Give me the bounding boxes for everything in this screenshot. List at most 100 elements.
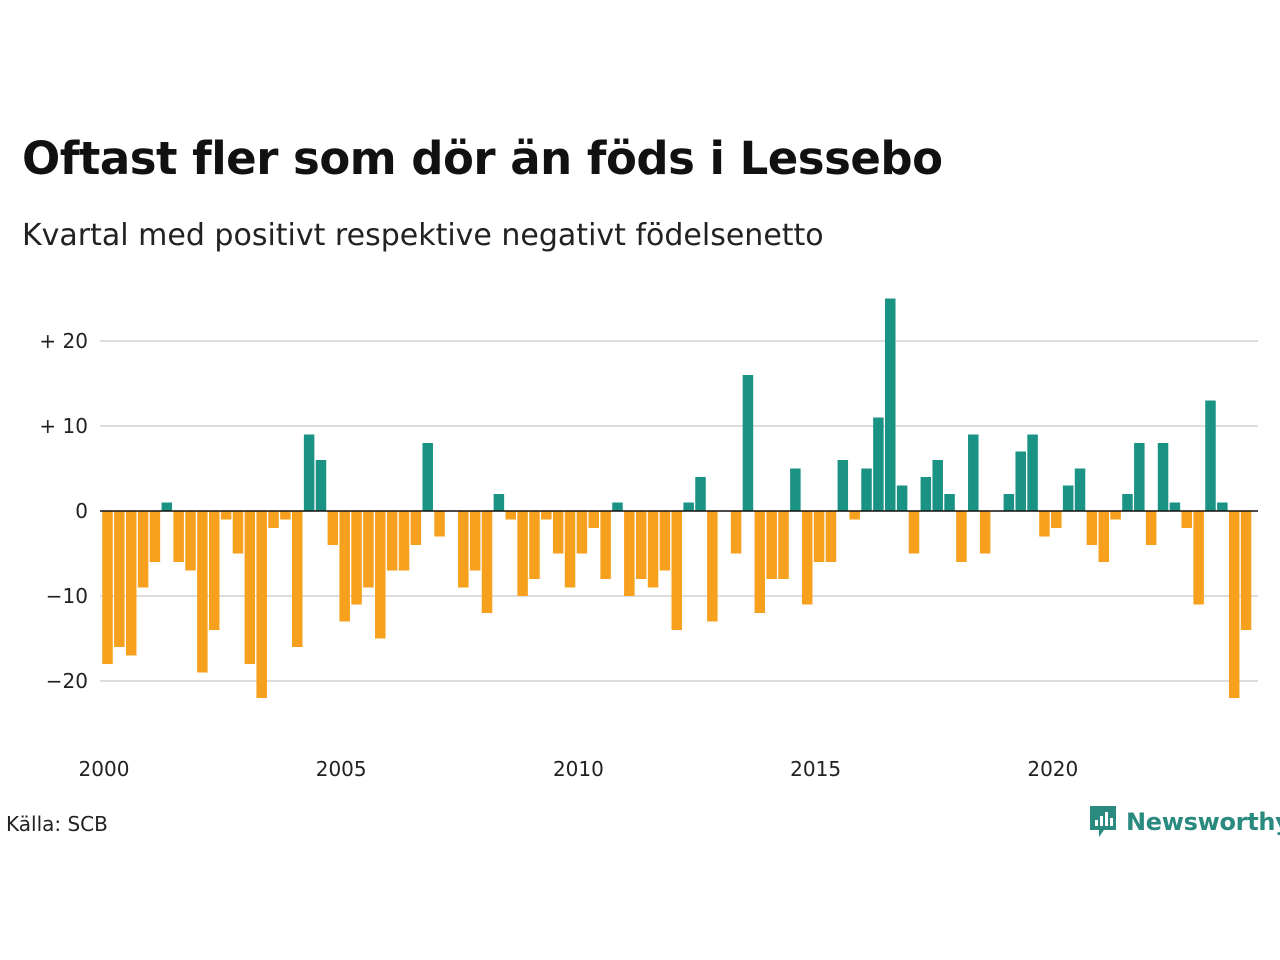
y-tick-label: 0 <box>75 499 88 523</box>
bar <box>1098 511 1109 562</box>
x-tick-label: 2015 <box>790 757 841 781</box>
bar <box>434 511 445 537</box>
bar <box>149 511 161 562</box>
bar <box>469 511 481 571</box>
newsworthy-logo: Newsworthy <box>1088 804 1280 840</box>
bar <box>232 511 244 554</box>
y-tick-label: −10 <box>46 584 88 608</box>
bar <box>315 460 327 511</box>
x-tick-label: 2000 <box>79 757 130 781</box>
bar <box>849 511 860 520</box>
bar <box>825 511 837 562</box>
bar <box>1122 494 1133 511</box>
bar <box>600 511 611 579</box>
bar <box>683 502 694 511</box>
bar <box>327 511 339 545</box>
bar <box>766 511 777 579</box>
bar <box>303 434 315 511</box>
bar <box>339 511 350 622</box>
bar <box>873 417 884 511</box>
bar <box>778 511 789 579</box>
bar <box>944 494 955 511</box>
bar <box>1193 511 1204 605</box>
bar <box>885 298 896 511</box>
bar <box>1145 511 1157 545</box>
bar <box>707 511 718 622</box>
bar <box>1134 443 1145 511</box>
bar <box>754 511 766 613</box>
bar <box>1205 400 1216 511</box>
bar <box>896 485 908 511</box>
y-tick-label: −20 <box>46 669 88 693</box>
bar <box>529 511 540 579</box>
bar <box>280 511 291 520</box>
bar <box>398 511 410 571</box>
bar <box>351 511 362 605</box>
bar <box>220 511 232 520</box>
bar <box>1003 494 1015 511</box>
bar <box>410 511 422 545</box>
bar <box>956 511 967 562</box>
bar <box>979 511 991 554</box>
bar <box>1110 511 1121 520</box>
bar-chart: + 20 + 10 0 −10 −20 2000 2005 2010 2015 2020 <box>39 298 1258 781</box>
bar <box>671 511 683 630</box>
bar <box>1181 511 1193 528</box>
bar <box>635 511 647 579</box>
bar <box>386 511 398 571</box>
source-note: Källa: SCB <box>6 812 108 836</box>
bar <box>197 511 208 673</box>
bar <box>268 511 279 528</box>
bar <box>695 477 706 511</box>
bar <box>1051 511 1062 528</box>
bar <box>576 511 588 554</box>
bar <box>968 434 979 511</box>
bar <box>541 511 552 520</box>
bar <box>1157 443 1169 511</box>
bar <box>861 468 872 511</box>
bar <box>161 502 173 511</box>
bar <box>659 511 671 571</box>
bar <box>493 494 505 511</box>
brand-name: Newsworthy <box>1126 808 1280 836</box>
bar <box>790 468 801 511</box>
bar <box>1027 434 1038 511</box>
bar <box>173 511 184 562</box>
bar <box>208 511 220 630</box>
bar <box>102 511 113 664</box>
bar <box>813 511 825 562</box>
bar <box>137 511 149 588</box>
bar <box>185 511 196 571</box>
bar <box>1169 502 1181 511</box>
bar <box>837 460 849 511</box>
bar <box>908 511 920 554</box>
bar <box>517 511 528 596</box>
chart-subtitle: Kvartal med positivt respektive negativt… <box>22 218 824 253</box>
bar <box>1062 485 1074 511</box>
bar <box>1240 511 1252 630</box>
bar <box>505 511 516 520</box>
bar <box>375 511 386 639</box>
x-tick-label: 2020 <box>1027 757 1078 781</box>
bar <box>1217 502 1228 511</box>
bar <box>647 511 659 588</box>
bar <box>256 511 267 698</box>
bar <box>114 511 125 647</box>
bar <box>1086 511 1098 545</box>
bar <box>1015 451 1026 511</box>
bar <box>1228 511 1240 698</box>
bar <box>552 511 564 554</box>
x-tick-label: 2010 <box>553 757 604 781</box>
bar <box>125 511 137 656</box>
newsworthy-logo-icon <box>1090 806 1116 837</box>
y-tick-label: + 10 <box>39 414 88 438</box>
y-tick-label: + 20 <box>39 329 88 353</box>
bar <box>363 511 374 588</box>
bar <box>920 477 932 511</box>
bar <box>481 511 493 613</box>
bar <box>730 511 742 554</box>
bar <box>292 511 303 647</box>
bar <box>742 375 754 511</box>
bar <box>1039 511 1050 537</box>
bar <box>624 511 635 596</box>
